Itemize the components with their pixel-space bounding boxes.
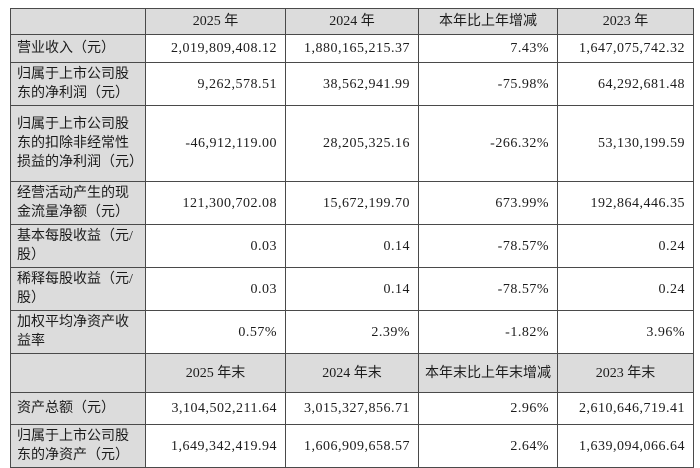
row-diluted-eps-label: 稀释每股收益（元/股） [10,267,146,311]
table-row: 归属于上市公司股东的净利润（元） 9,262,578.51 38,562,941… [10,62,694,106]
header-year-end-change: 本年末比上年末增减 [418,353,558,393]
corner-empty-cell [10,353,146,393]
value-cell: 3,015,327,856.71 [285,392,419,425]
value-cell: 1,649,342,419.94 [145,424,286,468]
value-cell: 1,606,909,658.57 [285,424,419,468]
value-cell: 0.03 [145,224,286,268]
period-header-row: 2025 年 2024 年 本年比上年增减 2023 年 [10,8,694,35]
value-cell: 0.03 [145,267,286,311]
table-row: 加权平均净资产收益率 0.57% 2.39% -1.82% 3.96% [10,310,694,354]
value-cell: -78.57% [418,224,558,268]
row-operating-cash-flow-label: 经营活动产生的现金流量净额（元） [10,181,146,225]
value-cell: 3,104,502,211.64 [145,392,286,425]
value-cell: 3.96% [557,310,694,354]
value-cell: 2,019,809,408.12 [145,34,286,63]
row-total-assets-label: 资产总额（元） [10,392,146,425]
value-cell: 0.57% [145,310,286,354]
value-cell: 0.24 [557,267,694,311]
value-cell: 2.96% [418,392,558,425]
header-year-end-2025: 2025 年末 [145,353,286,393]
value-cell: 0.24 [557,224,694,268]
value-cell: 2.64% [418,424,558,468]
header-year-2025: 2025 年 [145,8,286,35]
value-cell: -75.98% [418,62,558,106]
table-row: 经营活动产生的现金流量净额（元） 121,300,702.08 15,672,1… [10,181,694,225]
value-cell: 28,205,325.16 [285,105,419,182]
header-year-2024: 2024 年 [285,8,419,35]
period-end-header-row: 2025 年末 2024 年末 本年末比上年末增减 2023 年末 [10,353,694,393]
header-year-end-2024: 2024 年末 [285,353,419,393]
value-cell: 15,672,199.70 [285,181,419,225]
value-cell: -1.82% [418,310,558,354]
table-row: 营业收入（元） 2,019,809,408.12 1,880,165,215.3… [10,34,694,63]
value-cell: 192,864,446.35 [557,181,694,225]
value-cell: 1,880,165,215.37 [285,34,419,63]
table-row: 稀释每股收益（元/股） 0.03 0.14 -78.57% 0.24 [10,267,694,311]
value-cell: 673.99% [418,181,558,225]
header-year-2023: 2023 年 [557,8,694,35]
value-cell: 2.39% [285,310,419,354]
value-cell: 0.14 [285,267,419,311]
value-cell: -266.32% [418,105,558,182]
value-cell: 53,130,199.59 [557,105,694,182]
value-cell: 9,262,578.51 [145,62,286,106]
table-row: 基本每股收益（元/股） 0.03 0.14 -78.57% 0.24 [10,224,694,268]
value-cell: -46,912,119.00 [145,105,286,182]
table-row: 资产总额（元） 3,104,502,211.64 3,015,327,856.7… [10,392,694,425]
row-net-profit-label: 归属于上市公司股东的净利润（元） [10,62,146,106]
row-net-profit-excl-nonrecurring-label: 归属于上市公司股东的扣除非经常性损益的净利润（元） [10,105,146,182]
table-row: 归属于上市公司股东的扣除非经常性损益的净利润（元） -46,912,119.00… [10,105,694,182]
value-cell: 7.43% [418,34,558,63]
header-year-end-2023: 2023 年末 [557,353,694,393]
value-cell: 64,292,681.48 [557,62,694,106]
value-cell: 0.14 [285,224,419,268]
financial-indicators-table: 2025 年 2024 年 本年比上年增减 2023 年 营业收入（元） 2,0… [10,8,694,468]
header-yoy-change: 本年比上年增减 [418,8,558,35]
row-operating-revenue-label: 营业收入（元） [10,34,146,63]
table-row: 归属于上市公司股东的净资产（元） 1,649,342,419.94 1,606,… [10,424,694,468]
corner-empty-cell [10,8,146,35]
row-net-assets-label: 归属于上市公司股东的净资产（元） [10,424,146,468]
value-cell: 2,610,646,719.41 [557,392,694,425]
value-cell: 38,562,941.99 [285,62,419,106]
value-cell: 121,300,702.08 [145,181,286,225]
value-cell: 1,639,094,066.64 [557,424,694,468]
row-weighted-avg-roe-label: 加权平均净资产收益率 [10,310,146,354]
value-cell: 1,647,075,742.32 [557,34,694,63]
value-cell: -78.57% [418,267,558,311]
row-basic-eps-label: 基本每股收益（元/股） [10,224,146,268]
